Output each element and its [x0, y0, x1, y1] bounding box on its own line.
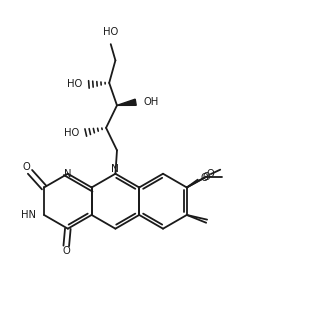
Text: HN: HN: [21, 210, 36, 220]
Text: OH: OH: [143, 97, 159, 107]
Text: O: O: [207, 169, 215, 179]
Text: HO: HO: [103, 27, 118, 37]
Text: O: O: [200, 173, 208, 183]
Text: HO: HO: [64, 128, 79, 138]
Polygon shape: [117, 99, 136, 105]
Text: O: O: [22, 162, 30, 172]
Text: N: N: [111, 164, 120, 174]
Text: N: N: [64, 169, 72, 179]
Text: O: O: [202, 172, 210, 181]
Text: O: O: [62, 246, 70, 256]
Text: HO: HO: [67, 79, 82, 89]
